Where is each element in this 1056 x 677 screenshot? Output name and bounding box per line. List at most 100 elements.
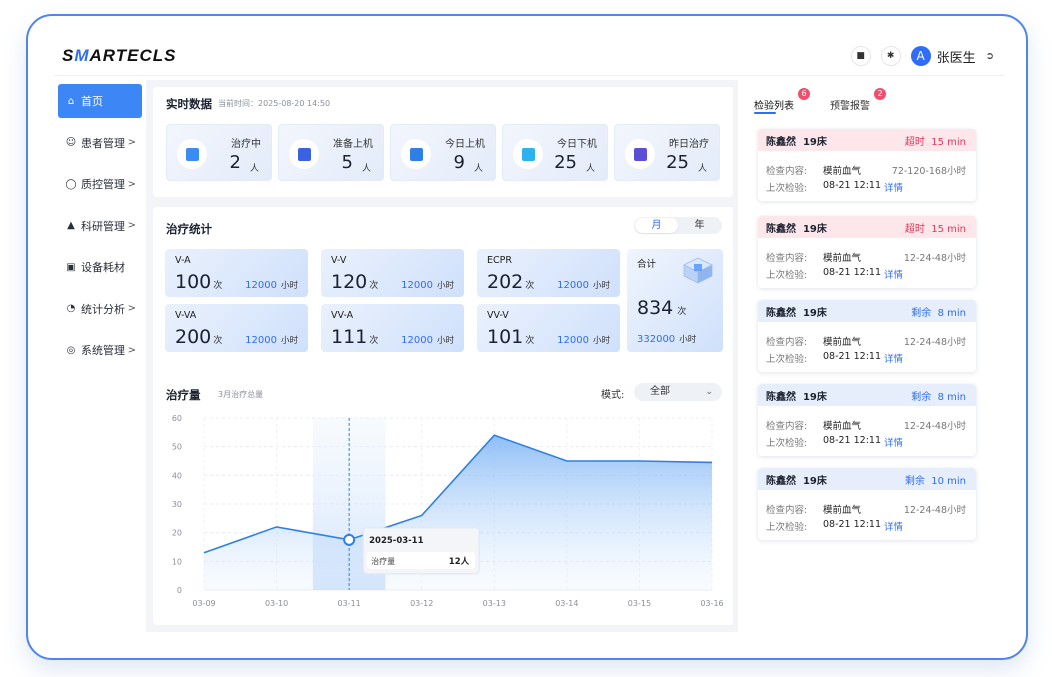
last-label: 上次检验:	[766, 183, 808, 194]
tile-unit: 人	[361, 164, 371, 174]
logout-icon[interactable]: ➲	[985, 50, 994, 62]
stat-count: 101	[487, 326, 524, 348]
stat-name: V-VA	[175, 310, 197, 321]
sidebar-item-research[interactable]: ▲ 科研管理 >	[58, 209, 142, 243]
stat-hours: 12000	[245, 280, 277, 291]
tile-label: 今日下机	[557, 139, 597, 150]
realtime-tile[interactable]: 治疗中 2 人	[166, 124, 272, 181]
stat-tile[interactable]: V-VA 200 次 12000 小时	[165, 304, 308, 352]
last-value: 08-21 12:11	[823, 267, 882, 278]
details-link[interactable]: 详情	[884, 522, 904, 533]
details-link[interactable]: 详情	[884, 354, 904, 365]
data-point-highlight	[343, 533, 356, 546]
stat-tile[interactable]: ECPR 202 次 12000 小时	[477, 249, 620, 297]
gear-icon[interactable]: ✱	[880, 46, 901, 66]
sidebar-item-quality[interactable]: ◯ 质控管理 >	[58, 167, 142, 201]
patient-bed: 19床	[802, 136, 827, 148]
sidebar-item-devices[interactable]: ▣ 设备耗材	[58, 250, 142, 284]
schedule: 12-24-48小时	[903, 505, 966, 516]
sidebar-item-statistics[interactable]: ◔ 统计分析 >	[58, 292, 142, 326]
tab-badge: 2	[874, 88, 886, 100]
details-link[interactable]: 详情	[884, 438, 904, 449]
avatar[interactable]: A	[910, 46, 931, 66]
patient-card[interactable]: 陈鑫然 19床 剩余 10 min 检查内容: 模前血气 12-24-48小时 上次…	[758, 468, 976, 540]
realtime-tile[interactable]: 今日下机 25 人	[502, 124, 608, 181]
last-value: 08-21 12:11	[823, 180, 882, 191]
tile-unit: 人	[697, 164, 707, 174]
app-logo[interactable]: SMARTECLS	[62, 46, 177, 66]
stat-name: V-V	[331, 255, 347, 266]
patient-card[interactable]: 陈鑫然 19床 超时 15 min 检查内容: 模前血气 72-120-168小时 …	[758, 129, 976, 201]
stat-hours: 12000	[245, 335, 277, 346]
realtime-tile[interactable]: 昨日治疗 25 人	[614, 124, 720, 181]
user-name[interactable]: 张医生	[936, 50, 976, 66]
sidebar-item-system[interactable]: ◎ 系统管理 >	[58, 333, 142, 367]
stat-tile[interactable]: VV-V 101 次 12000 小时	[477, 304, 620, 352]
stat-tile[interactable]: V-A 100 次 12000 小时	[165, 249, 308, 297]
last-label: 上次检验:	[766, 438, 808, 449]
last-label: 上次检验:	[766, 270, 808, 281]
tab-label: 预警报警	[830, 101, 870, 112]
stat-tile[interactable]: VV-A 111 次 12000 小时	[321, 304, 464, 352]
tab-badge: 6	[798, 88, 810, 100]
patient-card[interactable]: 陈鑫然 19床 剩余 8 min 检查内容: 模前血气 12-24-48小时 上次检…	[758, 300, 976, 372]
bell-icon[interactable]: ■	[850, 46, 871, 66]
chevron-down-icon: ⌄	[705, 387, 713, 397]
tile-value: 9	[453, 152, 465, 173]
content-value: 模前血气	[823, 421, 862, 432]
toggle-year[interactable]: 年	[694, 220, 705, 231]
top-bar: SMARTECLS ■ ✱ A 张医生 ➲	[54, 40, 1004, 76]
total-count: 834	[637, 297, 674, 319]
stat-count-unit: 次	[369, 336, 379, 346]
y-tick-label: 40	[172, 471, 182, 480]
series-line	[203, 434, 713, 554]
tile-label: 今日上机	[445, 139, 485, 150]
area-fill	[204, 435, 712, 590]
patient-card[interactable]: 陈鑫然 19床 超时 15 min 检查内容: 模前血气 12-24-48小时 上次…	[758, 216, 976, 288]
patient-card[interactable]: 陈鑫然 19床 剩余 8 min 检查内容: 模前血气 12-24-48小时 上次检…	[758, 384, 976, 456]
chart-up-icon	[177, 139, 207, 169]
sidebar-item-label: 质控管理	[81, 178, 125, 191]
content-label: 检查内容:	[766, 505, 808, 516]
sidebar: ⌂ 首页 ☺ 患者管理 > ◯ 质控管理 > ▲ 科研管理 > ▣ 设备耗材 ◔…	[58, 84, 142, 375]
y-tick-label: 60	[172, 414, 182, 423]
current-time: 当前时间：2025-08-20 14:50	[218, 99, 331, 108]
details-link[interactable]: 详情	[884, 183, 904, 194]
mode-select[interactable]: 全部 ⌄	[634, 383, 722, 401]
patient-status: 剩余	[911, 307, 932, 319]
tab-alerts[interactable]: 预警报警 2	[830, 88, 886, 112]
mode-value: 全部	[650, 386, 670, 397]
patient-name: 陈鑫然	[766, 391, 796, 403]
patient-name: 陈鑫然	[766, 475, 796, 487]
stat-count-unit: 次	[213, 336, 223, 346]
settings-icon: ◎	[66, 344, 76, 356]
tile-unit: 人	[585, 164, 595, 174]
realtime-title: 实时数据	[166, 97, 212, 111]
y-tick-label: 0	[177, 586, 182, 595]
patient-status: 剩余	[904, 475, 925, 487]
patient-name: 陈鑫然	[766, 136, 796, 148]
stat-hours: 12000	[401, 280, 433, 291]
content-label: 检查内容:	[766, 421, 808, 432]
stat-tile[interactable]: V-V 120 次 12000 小时	[321, 249, 464, 297]
total-tile[interactable]: 合计 834 次 332000 小时	[627, 249, 723, 352]
sidebar-item-label: 首页	[81, 95, 103, 108]
stat-count: 120	[331, 271, 368, 293]
content-label: 检查内容:	[766, 166, 808, 177]
y-tick-label: 50	[172, 443, 182, 452]
stat-count-unit: 次	[369, 281, 379, 291]
logo-suffix: ARTECLS	[89, 46, 177, 65]
realtime-tile[interactable]: 准备上机 5 人	[278, 124, 384, 181]
tab-lab-list[interactable]: 检验列表 6	[754, 88, 810, 112]
content-label: 检查内容:	[766, 337, 808, 348]
stat-name: V-A	[175, 255, 191, 266]
details-link[interactable]: 详情	[884, 270, 904, 281]
stat-hours-unit: 小时	[436, 336, 454, 346]
last-label: 上次检验:	[766, 522, 808, 533]
toggle-month[interactable]: 月	[635, 218, 678, 233]
tile-value: 25	[554, 152, 577, 173]
sidebar-item-home[interactable]: ⌂ 首页	[58, 84, 142, 118]
chevron-right-icon: >	[127, 344, 136, 356]
sidebar-item-patients[interactable]: ☺ 患者管理 >	[58, 126, 142, 160]
realtime-tile[interactable]: 今日上机 9 人	[390, 124, 496, 181]
